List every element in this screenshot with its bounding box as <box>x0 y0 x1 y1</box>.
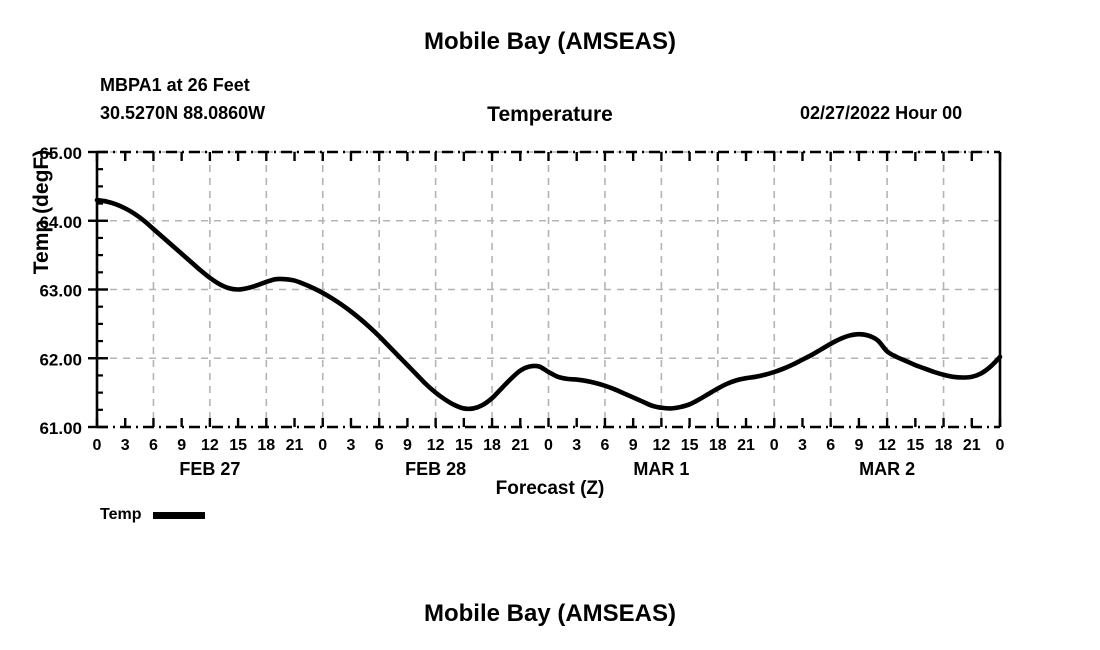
x-axis-tick-label: 3 <box>572 437 581 454</box>
x-axis-tick-label: 9 <box>403 437 412 454</box>
y-axis-title: Temp (degF) <box>30 149 53 275</box>
legend-line-swatch-temp <box>153 511 206 519</box>
x-axis-day-label: MAR 1 <box>633 459 689 479</box>
x-axis-tick-label: 3 <box>347 437 356 454</box>
x-axis-tick-label: 12 <box>427 437 445 454</box>
x-axis-tick-label: 21 <box>286 437 304 454</box>
axis-ticks <box>88 150 1002 429</box>
x-axis-tick-label: 18 <box>709 437 727 454</box>
y-axis-tick-label: 65.00 <box>39 144 82 163</box>
x-axis-tick-label: 18 <box>257 437 275 454</box>
x-axis-day-label: FEB 27 <box>179 459 240 479</box>
x-axis-tick-label: 12 <box>652 437 670 454</box>
x-axis-title: Forecast (Z) <box>495 478 605 499</box>
x-axis-tick-labels: 0 3 6 9 12 15 18 21 0 3 6 9 12 15 18 21 0 3 6 9 12 15 18 21 0 3 6 9… <box>93 437 1005 454</box>
y-axis-tick-label: 61.00 <box>39 419 82 438</box>
x-axis-tick-label: 6 <box>826 437 835 454</box>
grid-lines <box>97 151 1000 427</box>
station-name-label: MBPA1 at 26 Feet <box>100 75 250 95</box>
x-axis-tick-label: 12 <box>201 437 219 454</box>
y-axis-tick-labels: 61.00 62.00 63.00 64.00 65.00 <box>39 144 82 438</box>
x-axis-tick-label: 21 <box>737 437 755 454</box>
page-title-bottom: Mobile Bay (AMSEAS) <box>423 600 677 627</box>
x-axis-tick-label: 18 <box>483 437 501 454</box>
x-axis-tick-label: 9 <box>177 437 186 454</box>
x-axis-tick-label: 9 <box>854 437 863 454</box>
x-axis-day-label: FEB 28 <box>405 459 466 479</box>
x-axis-tick-label: 15 <box>455 437 473 454</box>
x-axis-tick-label: 15 <box>229 437 247 454</box>
x-axis-tick-label: 18 <box>935 437 953 454</box>
model-run-time-label: 02/27/2022 Hour 00 <box>800 103 963 123</box>
x-axis-day-label: MAR 2 <box>859 459 915 479</box>
y-axis-tick-label: 63.00 <box>39 282 82 301</box>
x-axis-tick-label: 6 <box>375 437 384 454</box>
x-axis-tick-label: 15 <box>681 437 699 454</box>
x-axis-tick-label: 21 <box>963 437 981 454</box>
x-axis-tick-label: 3 <box>798 437 807 454</box>
x-axis-tick-label: 0 <box>996 437 1005 454</box>
x-axis-tick-label: 0 <box>544 437 553 454</box>
x-axis-day-labels: FEB 27 FEB 28 MAR 1 MAR 2 <box>179 459 915 479</box>
temperature-series-line <box>94 197 1003 412</box>
y-axis-tick-label: 64.00 <box>39 213 82 232</box>
x-axis-tick-label: 15 <box>906 437 924 454</box>
x-axis-tick-label: 0 <box>770 437 779 454</box>
x-axis-tick-label: 6 <box>600 437 609 454</box>
station-coordinates-label: 30.5270N 88.0860W <box>100 103 266 123</box>
x-axis-tick-label: 3 <box>121 437 130 454</box>
parameter-title: Temperature <box>487 103 613 126</box>
legend-label-temp: Temp <box>100 506 142 523</box>
series-line-temp <box>94 197 1003 412</box>
x-axis-tick-label: 0 <box>318 437 327 454</box>
x-axis-tick-label: 0 <box>93 437 102 454</box>
x-axis-tick-label: 12 <box>878 437 896 454</box>
y-axis-tick-label: 62.00 <box>39 350 82 369</box>
x-axis-tick-label: 9 <box>629 437 638 454</box>
x-axis-tick-label: 6 <box>149 437 158 454</box>
chart-legend: Temp <box>100 506 206 524</box>
x-axis-tick-label: 21 <box>511 437 529 454</box>
page-title-top: Mobile Bay (AMSEAS) <box>423 28 677 55</box>
